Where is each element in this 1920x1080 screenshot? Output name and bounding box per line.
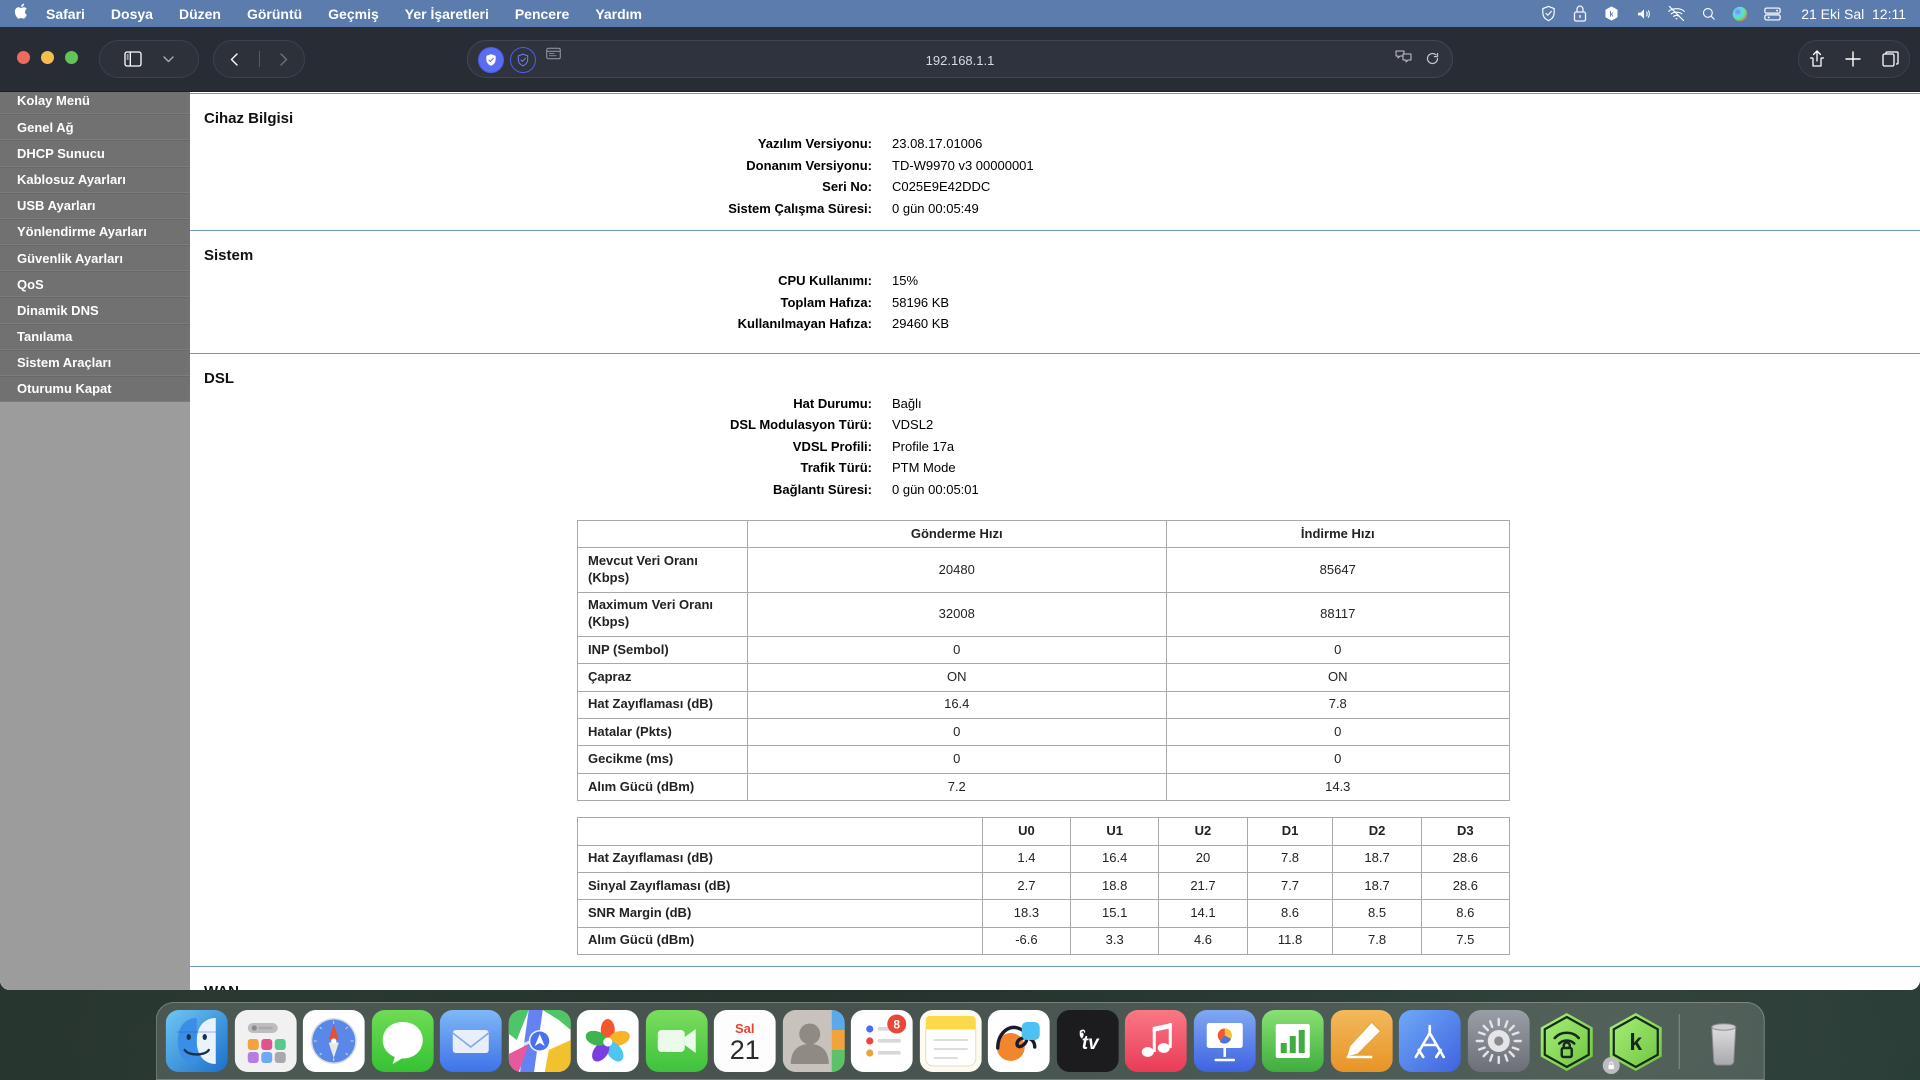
- svg-text:k: k: [1629, 1029, 1642, 1055]
- svg-text:tv: tv: [1081, 1033, 1099, 1054]
- svg-text:k: k: [1610, 11, 1614, 19]
- svg-text:Sal: Sal: [735, 1021, 755, 1036]
- svg-text:21: 21: [730, 1035, 760, 1065]
- svg-text:8: 8: [893, 1017, 900, 1031]
